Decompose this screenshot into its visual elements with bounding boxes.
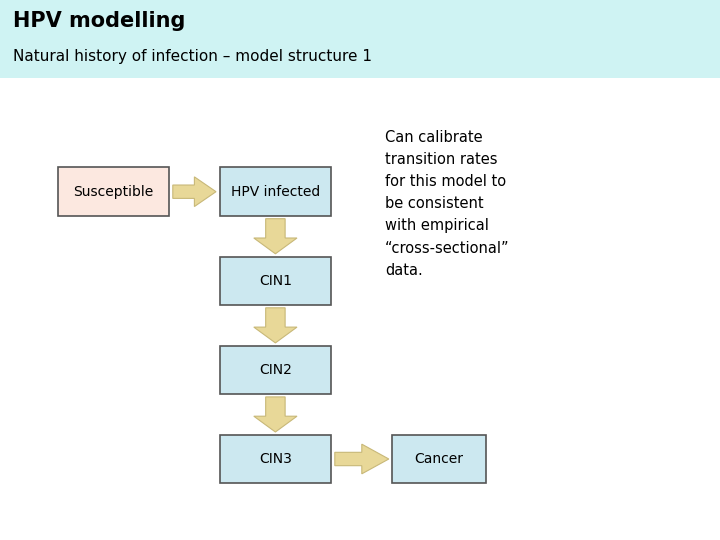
Text: Cancer: Cancer [415,452,464,466]
Bar [220,256,331,305]
Text: CIN3: CIN3 [259,452,292,466]
Bar [220,435,331,483]
Text: HPV infected: HPV infected [231,185,320,199]
Bar [220,167,331,216]
Polygon shape [254,397,297,432]
Text: HPV modelling: HPV modelling [13,11,185,31]
Polygon shape [254,219,297,254]
Bar [392,435,486,483]
Bar [220,346,331,394]
Polygon shape [254,308,297,343]
Text: CIN1: CIN1 [259,274,292,288]
Polygon shape [173,177,216,206]
Text: Can calibrate
transition rates
for this model to
be consistent
with empirical
“c: Can calibrate transition rates for this … [385,130,510,278]
Polygon shape [335,444,389,474]
Bar [0,0,720,78]
Text: Susceptible: Susceptible [73,185,153,199]
Text: Natural history of infection – model structure 1: Natural history of infection – model str… [13,49,372,64]
Text: CIN2: CIN2 [259,363,292,377]
Bar [58,167,169,216]
